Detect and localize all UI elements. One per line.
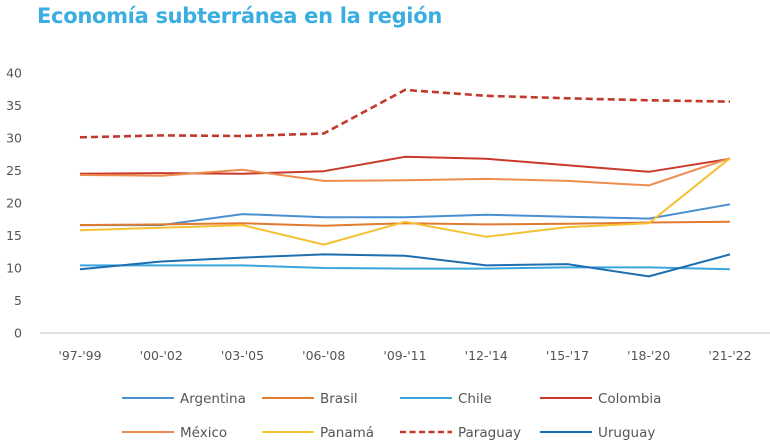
y-tick-label: 10	[6, 261, 22, 276]
legend-label: Brasil	[320, 391, 358, 407]
legend-label: Argentina	[180, 391, 246, 407]
x-tick-label: '21-'22	[708, 348, 751, 363]
series-line-panama	[79, 157, 731, 246]
series-line-argentina	[80, 203, 731, 227]
legend-label: Chile	[458, 391, 492, 407]
legend-label: México	[180, 425, 227, 441]
legend-item-mexico: México	[122, 425, 227, 441]
y-tick-label: 35	[6, 98, 22, 113]
y-tick-label: 0	[14, 326, 22, 341]
x-tick-label: '06-'08	[302, 348, 345, 363]
y-tick-label: 20	[6, 196, 22, 211]
legend-label: Paraguay	[458, 425, 521, 441]
series-line-chile	[80, 264, 731, 271]
legend-item-brasil: Brasil	[262, 391, 358, 407]
y-tick-label: 30	[6, 131, 22, 146]
series-line-colombia	[79, 155, 731, 175]
series-lines	[79, 88, 731, 278]
legend-label: Uruguay	[598, 425, 655, 441]
x-tick-label: '97-'99	[58, 348, 101, 363]
series-line-uruguay	[79, 253, 731, 278]
series-line-mexico	[79, 157, 731, 187]
x-tick-label: '18-'20	[627, 348, 670, 363]
x-tick-label: '15-'17	[546, 348, 589, 363]
series-line-paraguay	[79, 88, 731, 139]
y-axis-ticks: 0 5 10 15 20 25 30 35 40	[6, 66, 22, 341]
x-axis-ticks: '97-'99 '00-'02 '03-'05 '06-'08 '09-'11 '12-'…	[58, 348, 751, 363]
legend-item-uruguay: Uruguay	[540, 425, 655, 441]
x-tick-label: '03-'05	[221, 348, 264, 363]
y-tick-label: 25	[6, 163, 22, 178]
x-tick-label: '09-'11	[383, 348, 426, 363]
x-tick-label: '00-'02	[140, 348, 183, 363]
legend-item-argentina: Argentina	[122, 391, 246, 407]
legend-item-panama: Panamá	[262, 425, 374, 441]
y-tick-label: 15	[6, 228, 22, 243]
legend-item-paraguay: Paraguay	[400, 425, 521, 441]
y-tick-label: 40	[6, 66, 22, 81]
legend: Argentina Brasil Chile Colombia México Panamá…	[122, 391, 661, 441]
legend-item-chile: Chile	[400, 391, 492, 407]
y-tick-label: 5	[14, 293, 22, 308]
legend-label: Colombia	[598, 391, 661, 407]
chart-title: Economía subterránea en la región	[37, 4, 442, 28]
series-line-brasil	[79, 220, 731, 227]
legend-label: Panamá	[320, 425, 374, 441]
x-tick-label: '12-'14	[465, 348, 508, 363]
legend-item-colombia: Colombia	[540, 391, 661, 407]
